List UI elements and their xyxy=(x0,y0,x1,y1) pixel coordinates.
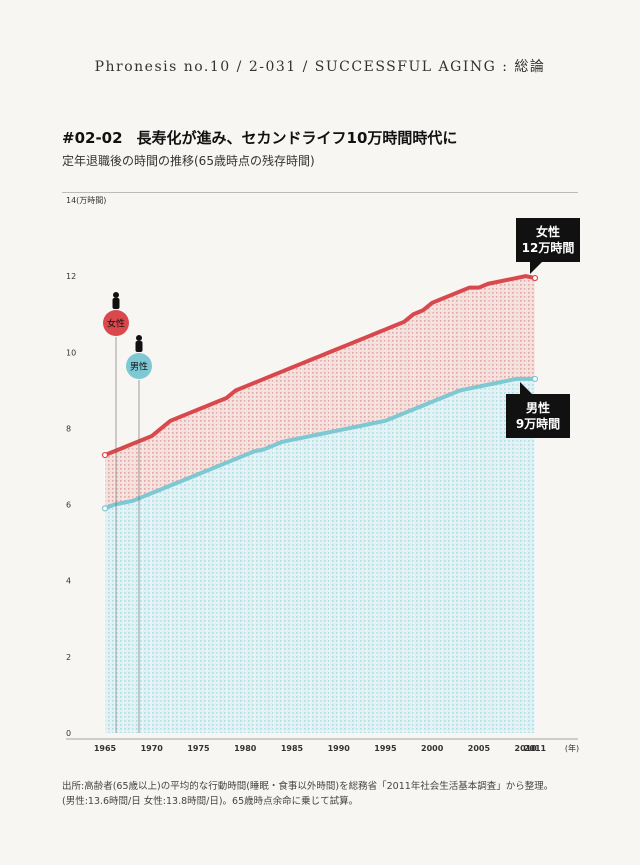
y-tick-label: 0 xyxy=(66,729,71,738)
footnote-line-1: 出所:高齢者(65歳以上)の平均的な行動時間(睡眠・食事以外時間)を総務省「20… xyxy=(62,781,554,792)
x-tick-label: 1980 xyxy=(234,744,257,753)
x-tick-label: 2011 xyxy=(524,744,547,753)
legend-male-person-body xyxy=(135,341,143,352)
page-header: Phronesis no.10 / 2-031 / SUCCESSFUL AGI… xyxy=(94,59,546,75)
chart-subtitle: 定年退職後の時間の推移(65歳時点の残存時間) xyxy=(62,154,315,168)
x-tick-label: 1975 xyxy=(187,744,210,753)
divider xyxy=(62,192,578,193)
legend-female-badge xyxy=(103,310,129,336)
male-line-endpoint xyxy=(531,375,539,383)
x-tick-label: 1990 xyxy=(328,744,351,753)
callout-male-line1: 男性 xyxy=(525,401,550,415)
x-tick-label: 1965 xyxy=(94,744,117,753)
x-tick-label: 1970 xyxy=(141,744,164,753)
female-line-endpoint xyxy=(531,274,539,282)
areas xyxy=(104,276,536,733)
y-tick-label: 12 xyxy=(66,272,76,281)
male-line xyxy=(104,376,535,511)
y-tick-label: 14(万時間) xyxy=(66,196,106,205)
x-tick-label: 1985 xyxy=(281,744,304,753)
legend-male-person-icon xyxy=(136,335,142,341)
legend-female-label: 女性 xyxy=(107,318,125,330)
x-tick-label: 2005 xyxy=(468,744,491,753)
legend-female-person-body xyxy=(112,298,120,309)
callout-female-line1: 女性 xyxy=(535,225,560,239)
y-tick-label: 4 xyxy=(66,577,71,586)
y-tick-label: 2 xyxy=(66,653,71,662)
callout-female: 女性 12万時間 xyxy=(516,218,580,274)
chart-title: 長寿化が進み、セカンドライフ10万時間時代に xyxy=(136,129,458,147)
chart-title-row: #02-02 長寿化が進み、セカンドライフ10万時間時代に xyxy=(62,127,457,148)
y-tick-label: 6 xyxy=(66,501,71,510)
x-tick-label: 2010 xyxy=(515,744,538,753)
female-line xyxy=(104,274,536,457)
callout-female-line2: 12万時間 xyxy=(521,241,575,255)
x-tick-label: 2000 xyxy=(421,744,444,753)
legend-male-label: 男性 xyxy=(130,361,148,373)
x-tick-label: 1995 xyxy=(374,744,397,753)
footnote-line-2: (男性:13.6時間/日 女性:13.8時間/日)。65歳時点余命に乗じて試算。 xyxy=(62,796,359,807)
y-tick-label: 8 xyxy=(66,424,71,433)
female-line-endpoint xyxy=(101,451,109,459)
chart-number: #02-02 xyxy=(62,129,123,147)
x-axis-unit: (年) xyxy=(565,743,579,753)
male-line-endpoint xyxy=(101,505,109,512)
axes: 0 2 4 6 8 10 12 14(万時間) 1965 1970 1975 1980 1985 1990… xyxy=(66,196,579,753)
legend-male-badge xyxy=(126,353,152,379)
callout-male: 男性 9万時間 xyxy=(506,382,570,438)
series-lines xyxy=(101,274,539,512)
footnote: 出所:高齢者(65歳以上)の平均的な行動時間(睡眠・食事以外時間)を総務省「20… xyxy=(62,779,582,809)
y-tick-label: 10 xyxy=(66,348,76,357)
callout-male-line2: 9万時間 xyxy=(515,417,561,431)
legend-female-person-icon xyxy=(113,292,119,298)
